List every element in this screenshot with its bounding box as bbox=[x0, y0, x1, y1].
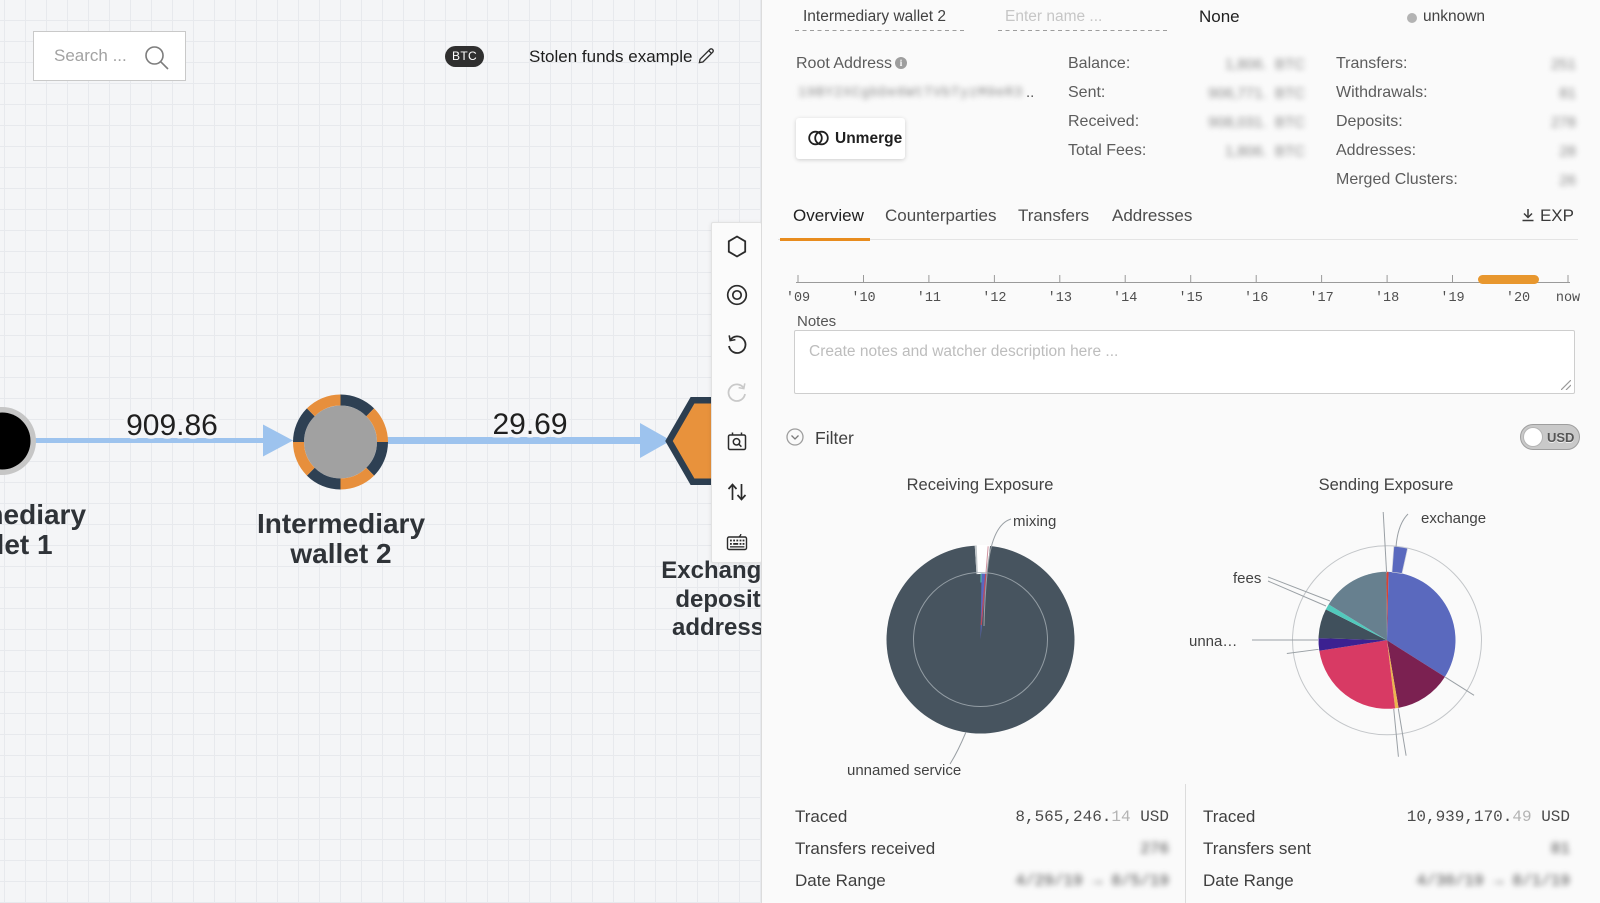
svg-text:'09: '09 bbox=[786, 291, 810, 306]
svg-text:'12: '12 bbox=[982, 291, 1006, 306]
svg-text:now: now bbox=[1556, 291, 1580, 306]
svg-text:i: i bbox=[900, 58, 903, 68]
svg-text:'13: '13 bbox=[1048, 291, 1072, 306]
svg-text:'19: '19 bbox=[1440, 291, 1464, 306]
svg-text:'16: '16 bbox=[1244, 291, 1268, 306]
svg-text:909.86: 909.86 bbox=[126, 409, 218, 442]
svg-text:'14: '14 bbox=[1113, 291, 1137, 306]
svg-text:29.69: 29.69 bbox=[492, 408, 567, 441]
svg-text:'18: '18 bbox=[1375, 291, 1399, 306]
svg-text:'17: '17 bbox=[1309, 291, 1333, 306]
svg-text:'20: '20 bbox=[1506, 291, 1530, 306]
svg-text:'11: '11 bbox=[917, 291, 941, 306]
svg-text:'15: '15 bbox=[1179, 291, 1203, 306]
svg-text:'10: '10 bbox=[851, 291, 875, 306]
